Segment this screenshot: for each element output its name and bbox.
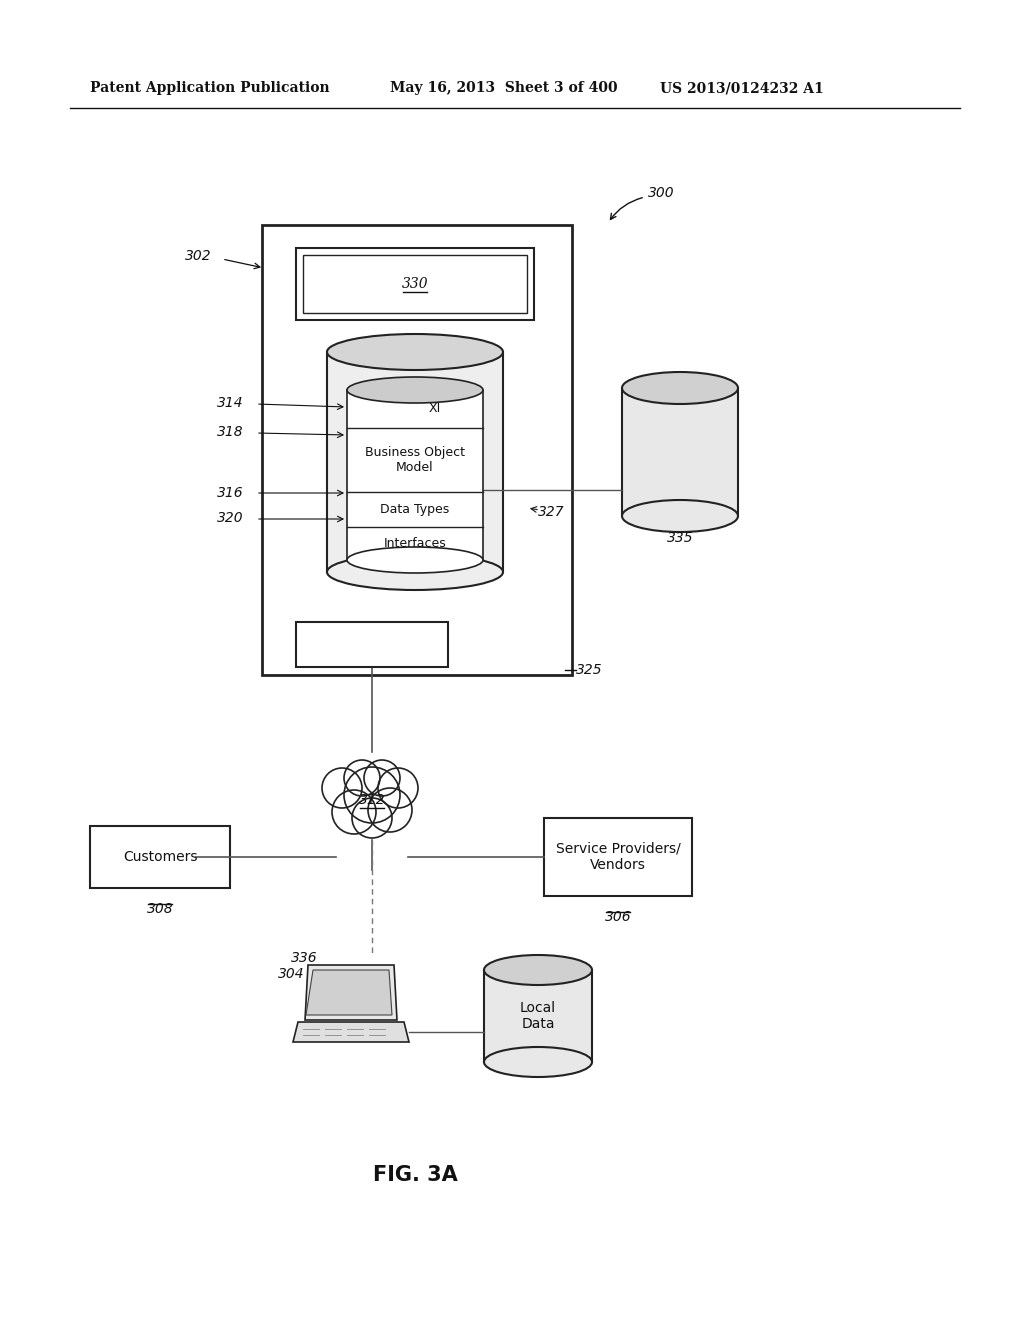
Ellipse shape [484, 1047, 592, 1077]
Bar [303, 255, 527, 313]
Text: Customers: Customers [123, 850, 198, 865]
Text: 335: 335 [667, 531, 693, 545]
Bar [347, 389, 483, 560]
Circle shape [344, 760, 380, 796]
Circle shape [352, 799, 392, 838]
Text: May 16, 2013  Sheet 3 of 400: May 16, 2013 Sheet 3 of 400 [390, 81, 617, 95]
Circle shape [322, 768, 362, 808]
Circle shape [378, 768, 418, 808]
Polygon shape [293, 1022, 409, 1041]
Ellipse shape [622, 500, 738, 532]
Text: FIG. 3A: FIG. 3A [373, 1166, 458, 1185]
Circle shape [368, 788, 412, 832]
Text: 314: 314 [217, 396, 244, 411]
Circle shape [332, 789, 376, 834]
Bar [544, 818, 692, 896]
Bar [327, 352, 503, 572]
Text: 306: 306 [605, 909, 632, 924]
Ellipse shape [622, 372, 738, 404]
Bar [296, 622, 449, 667]
Text: Patent Application Publication: Patent Application Publication [90, 81, 330, 95]
Bar [262, 224, 572, 675]
Ellipse shape [327, 554, 503, 590]
Text: US 2013/0124232 A1: US 2013/0124232 A1 [660, 81, 823, 95]
Text: 317: 317 [358, 638, 385, 652]
Bar [90, 826, 230, 888]
Text: 308: 308 [146, 902, 173, 916]
Bar [484, 970, 592, 1063]
Ellipse shape [347, 378, 483, 403]
Text: 300: 300 [648, 186, 675, 201]
Text: 316: 316 [217, 486, 244, 500]
Text: 318: 318 [217, 425, 244, 440]
Ellipse shape [484, 954, 592, 985]
Text: Data Types: Data Types [380, 503, 450, 516]
Polygon shape [306, 970, 392, 1015]
Bar [622, 388, 738, 516]
Text: 325: 325 [575, 663, 603, 677]
Text: 304: 304 [279, 968, 305, 981]
Ellipse shape [347, 546, 483, 573]
Ellipse shape [327, 334, 503, 370]
Circle shape [344, 767, 400, 822]
Text: XI: XI [429, 403, 441, 416]
Text: 336: 336 [292, 950, 318, 965]
Bar [296, 248, 534, 319]
Circle shape [364, 760, 400, 796]
Text: Interfaces: Interfaces [384, 537, 446, 550]
Text: 327: 327 [538, 506, 564, 519]
Text: 320: 320 [217, 511, 244, 525]
Text: 312: 312 [358, 793, 385, 807]
Text: 330: 330 [401, 277, 428, 290]
Polygon shape [305, 965, 397, 1020]
Text: Business Object
Model: Business Object Model [365, 446, 465, 474]
Text: Local
Data: Local Data [520, 1001, 556, 1031]
Text: Service Providers/
Vendors: Service Providers/ Vendors [556, 842, 680, 873]
Text: 302: 302 [185, 249, 212, 263]
